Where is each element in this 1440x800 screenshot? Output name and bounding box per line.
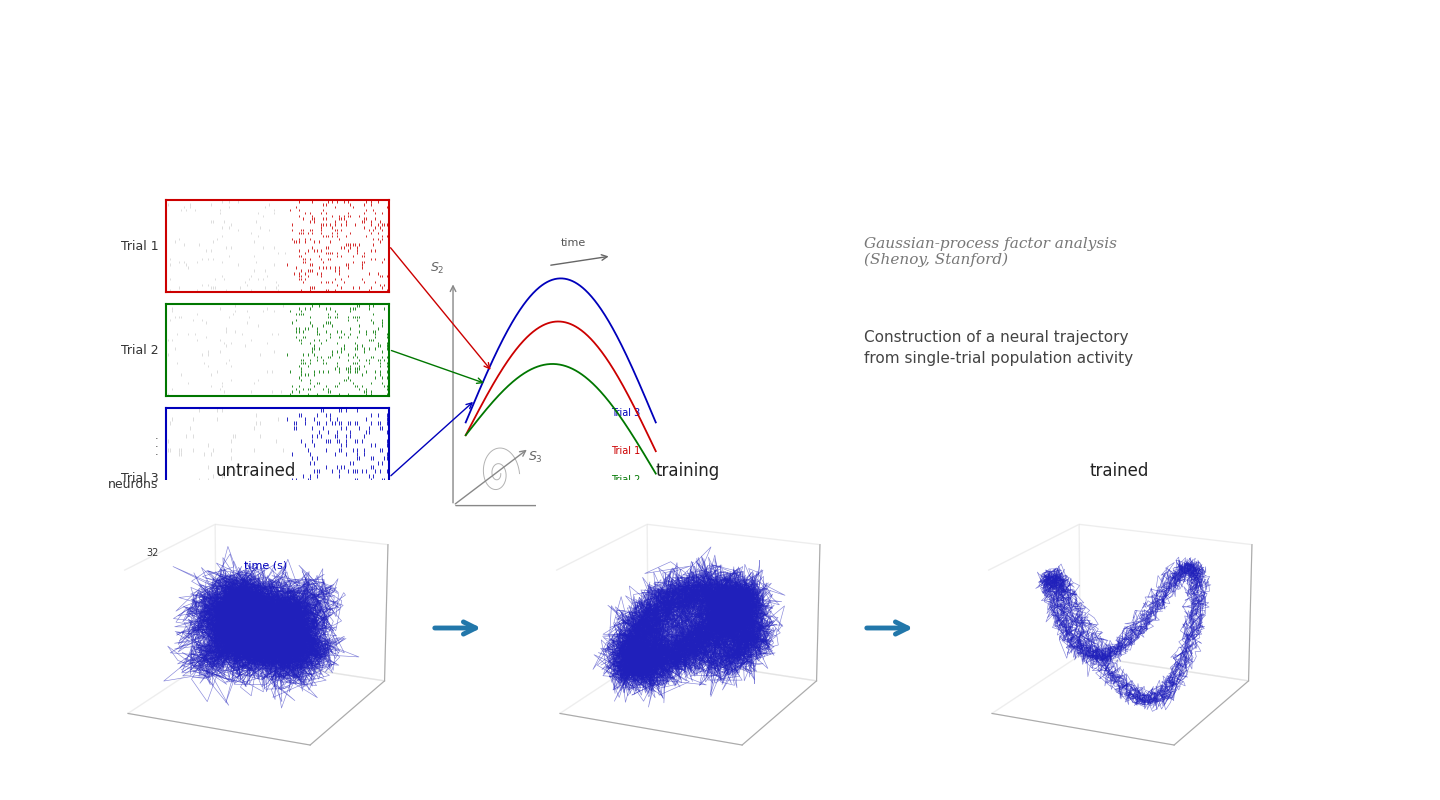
Text: $S_3$: $S_3$ [528,450,543,465]
Text: Trial 1: Trial 1 [121,239,158,253]
Text: Trial 2: Trial 2 [612,475,641,485]
Text: Trial 3: Trial 3 [121,471,158,485]
Text: .: . [154,439,158,449]
Text: .: . [154,431,158,441]
Text: $S_2$: $S_2$ [431,261,445,276]
Text: time: time [560,238,586,248]
Text: time (s): time (s) [245,560,288,570]
Text: $S_1$: $S_1$ [674,504,688,519]
Text: .: . [154,447,158,457]
Title: untrained: untrained [216,462,295,480]
Title: training: training [655,462,720,480]
Text: Trial 3: Trial 3 [612,408,641,418]
Text: Construction of a neural trajectory
from single-trial population activity: Construction of a neural trajectory from… [864,330,1133,366]
Text: 32: 32 [145,548,158,558]
Title: trained: trained [1090,462,1149,480]
Text: Trial 2: Trial 2 [121,343,158,357]
Text: neurons: neurons [108,478,158,490]
Text: Gaussian-process factor analysis
(Shenoy, Stanford): Gaussian-process factor analysis (Shenoy… [864,237,1117,267]
Text: Trial 1: Trial 1 [612,446,641,456]
